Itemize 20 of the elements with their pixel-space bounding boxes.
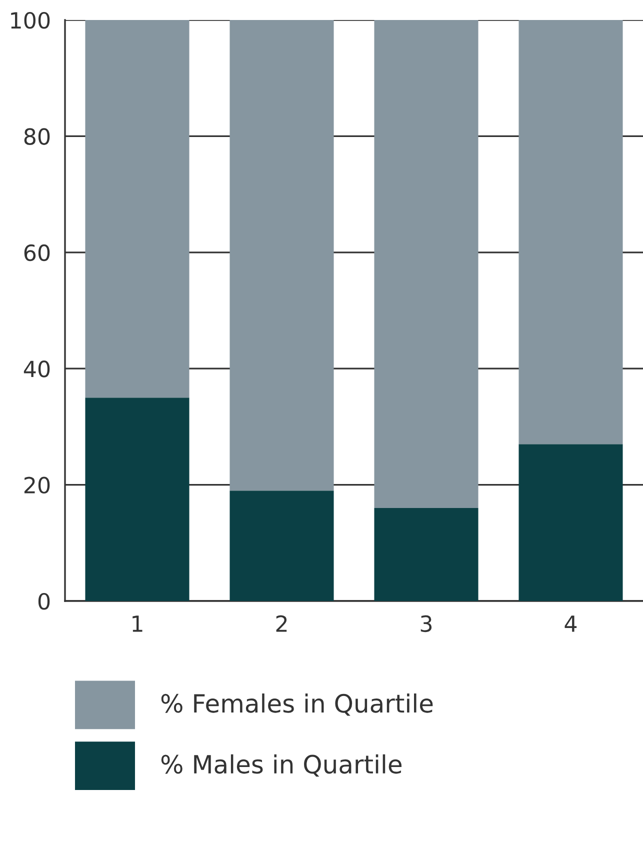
bar — [230, 490, 334, 601]
x-tick-label: 1 — [132, 616, 142, 632]
y-tick-label: 0 — [38, 592, 50, 610]
x-tick-label: 2 — [276, 615, 287, 632]
bar — [374, 20, 478, 508]
x-tick-label: 4 — [564, 616, 577, 632]
bar — [374, 508, 478, 601]
bar — [230, 20, 334, 491]
y-tick-label: 100 — [11, 12, 50, 29]
bar — [85, 398, 190, 601]
legend-label: % Females in Quartile — [161, 693, 433, 716]
y-tick-label: 40 — [24, 360, 50, 378]
y-tick-label: 80 — [24, 128, 50, 145]
y-tick-label: 60 — [24, 244, 50, 262]
x-tick-label: 3 — [420, 615, 432, 632]
bar — [518, 444, 623, 601]
y-tick-label: 20 — [24, 476, 50, 494]
bar — [85, 20, 190, 398]
bar — [518, 20, 623, 444]
legend-label: % Males in Quartile — [161, 754, 402, 777]
